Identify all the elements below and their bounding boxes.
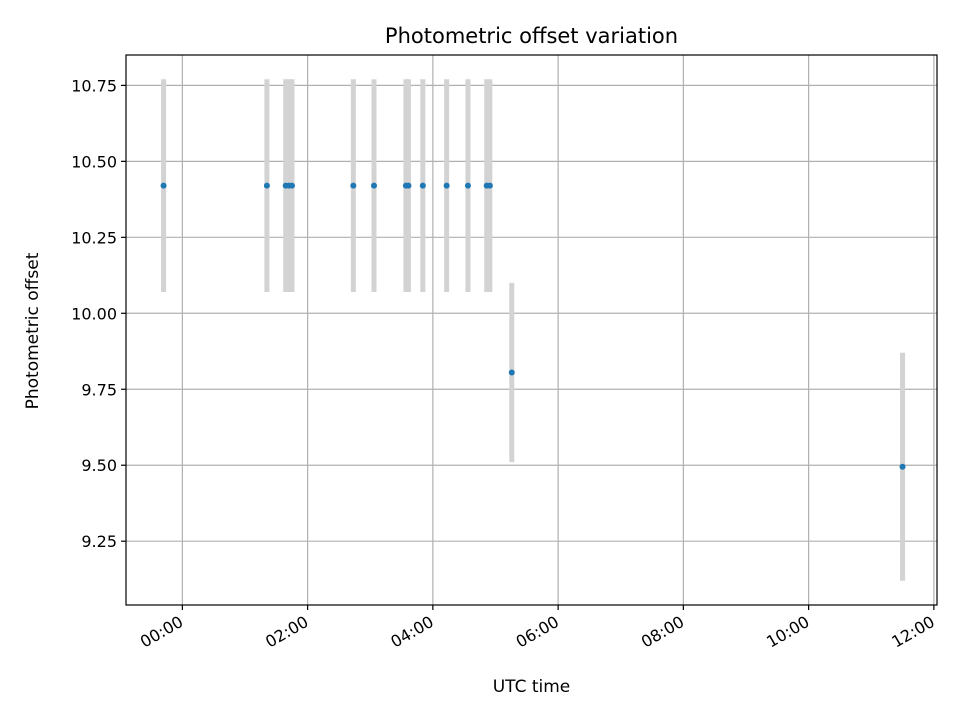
ticks: 00:00 02:00 04:00 06:00 08:00 10:00 12:00 9.25 9… — [71, 76, 938, 651]
x-tick-label: 04:00 — [387, 612, 436, 652]
plot-frame — [125, 54, 938, 606]
data-point — [419, 182, 426, 189]
y-tick-label: 10.25 — [71, 228, 117, 247]
x-tick-label: 08:00 — [638, 612, 687, 652]
data-point — [160, 182, 167, 189]
y-tick-label: 10.50 — [71, 152, 117, 171]
y-tick-label: 9.75 — [81, 380, 117, 399]
y-tick-label: 9.25 — [81, 532, 117, 551]
data-point — [405, 182, 412, 189]
data-point — [464, 182, 471, 189]
x-tick-label: 00:00 — [137, 612, 186, 652]
y-axis-label: Photometric offset — [23, 252, 43, 409]
y-tick-label: 10.75 — [71, 76, 117, 95]
x-tick-label: 10:00 — [763, 612, 812, 652]
data-points — [160, 182, 906, 470]
y-tick-label: 9.50 — [81, 456, 117, 475]
data-point — [899, 463, 906, 470]
data-point — [350, 182, 357, 189]
x-tick-label: 12:00 — [888, 612, 937, 652]
error-bars — [161, 79, 906, 581]
x-tick-label: 02:00 — [262, 612, 311, 652]
x-axis-label: UTC time — [493, 677, 571, 697]
data-point — [443, 182, 450, 189]
data-point — [370, 182, 377, 189]
data-point — [288, 182, 295, 189]
data-point — [508, 369, 515, 376]
data-point — [486, 182, 493, 189]
chart-title: Photometric offset variation — [385, 24, 678, 48]
y-tick-label: 10.00 — [71, 304, 117, 323]
data-point — [263, 182, 270, 189]
grid — [126, 55, 937, 605]
x-tick-label: 06:00 — [513, 612, 562, 652]
